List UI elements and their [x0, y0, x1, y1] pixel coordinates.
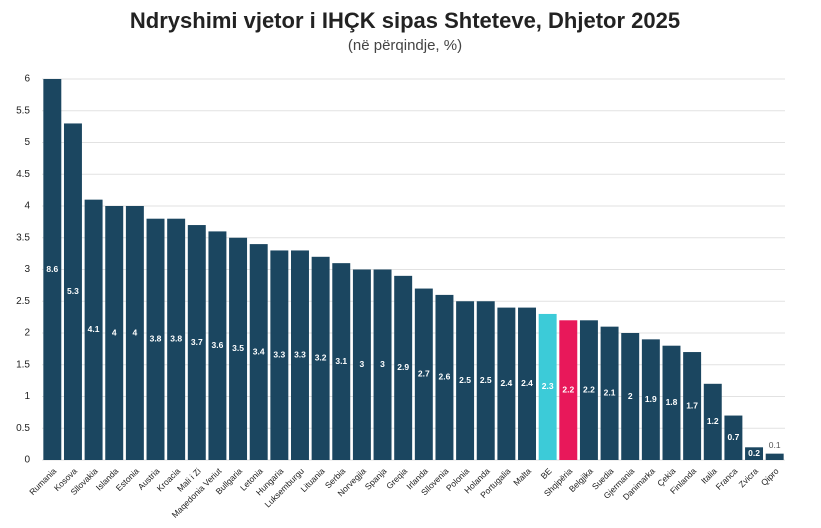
value-label: 2.9: [397, 362, 409, 372]
x-tick-label: BE: [539, 466, 554, 481]
value-label: 5.3: [67, 286, 79, 296]
bar: [208, 231, 227, 460]
bar: [229, 237, 248, 460]
x-tick-label: Franca: [714, 466, 740, 492]
value-label: 2.6: [439, 372, 451, 382]
bar: [394, 275, 413, 460]
bar: [662, 345, 681, 460]
value-label: 2.4: [521, 378, 533, 388]
bar: [559, 320, 578, 460]
bar: [683, 352, 702, 460]
y-tick-label: 2.5: [16, 296, 30, 307]
value-label: 3.3: [294, 349, 306, 359]
value-label: 1.2: [707, 416, 719, 426]
bar: [641, 339, 660, 460]
value-label: 3.5: [232, 343, 244, 353]
bar: [311, 256, 330, 460]
bar: [352, 269, 371, 460]
value-label: 1.8: [666, 397, 678, 407]
chart-subtitle: (në përqindje, %): [348, 37, 462, 54]
x-tick-label: Malta: [511, 466, 533, 488]
value-label: 8.6: [46, 264, 58, 274]
bar: [167, 218, 186, 460]
y-tick-label: 5.5: [16, 105, 30, 116]
value-label: 2.7: [418, 369, 430, 379]
value-label: 2.1: [604, 388, 616, 398]
y-tick-label: 3.5: [16, 232, 30, 243]
bar: [249, 244, 268, 460]
value-label: 0.2: [748, 448, 760, 458]
bar: [579, 320, 598, 460]
value-label: 4: [112, 327, 117, 337]
bar: [621, 333, 640, 460]
value-label: 3.6: [212, 340, 224, 350]
bar: [270, 250, 289, 460]
value-label: 3.7: [191, 337, 203, 347]
bar: [414, 288, 433, 460]
bar: [435, 294, 454, 460]
bar: [84, 199, 103, 460]
value-label: 3.3: [273, 349, 285, 359]
value-label: 2.2: [583, 384, 595, 394]
y-tick-label: 0.5: [16, 423, 30, 434]
x-tick-label: Qipro: [759, 466, 781, 488]
x-tick-label: Greqia: [384, 466, 409, 491]
x-tick-label: Spanja: [363, 466, 389, 492]
value-label: 3.8: [150, 334, 162, 344]
value-label: 3.8: [170, 334, 182, 344]
bar: [105, 206, 124, 460]
x-tick-label: Estonia: [114, 466, 141, 493]
value-label: 3.1: [335, 356, 347, 366]
bar: [125, 206, 144, 460]
value-label: 2.5: [459, 375, 471, 385]
bar: [332, 263, 351, 460]
bar: [703, 383, 722, 460]
y-tick-label: 1: [24, 391, 30, 402]
value-label: 3: [360, 359, 365, 369]
bar: [724, 415, 743, 460]
value-label: 3.4: [253, 346, 265, 356]
chart-title: Ndryshimi vjetor i IHÇK sipas Shteteve, …: [130, 8, 680, 33]
bar: [43, 79, 62, 460]
value-label: 4.1: [88, 324, 100, 334]
bar: [765, 453, 784, 460]
bar: [456, 301, 475, 460]
value-label: 1.9: [645, 394, 657, 404]
bar: [518, 307, 536, 460]
bar: [187, 225, 206, 460]
y-tick-label: 6: [24, 74, 30, 85]
x-tick-label: Rumania: [27, 466, 58, 497]
y-tick-label: 4: [24, 201, 30, 212]
x-tick-label: Zvicra: [737, 466, 761, 490]
y-tick-label: 2: [24, 328, 30, 339]
value-label: 0.1: [769, 440, 781, 450]
value-label: 2.4: [500, 378, 512, 388]
value-label: 0.7: [727, 432, 739, 442]
value-label: 2: [628, 391, 633, 401]
value-label: 1.7: [686, 400, 698, 410]
bar: [373, 269, 392, 460]
value-label: 2.5: [480, 375, 492, 385]
bar: [600, 326, 619, 460]
value-label: 2.2: [562, 384, 574, 394]
y-tick-label: 4.5: [16, 169, 30, 180]
value-label: 3: [380, 359, 385, 369]
bar: [146, 218, 165, 460]
bar: [291, 250, 309, 460]
bar: [745, 447, 764, 460]
value-label: 3.2: [315, 353, 327, 363]
bar: [476, 301, 495, 460]
bar: [63, 123, 82, 460]
y-tick-label: 5: [24, 137, 30, 148]
y-tick-label: 3: [24, 264, 30, 275]
bar: [538, 313, 557, 460]
y-tick-label: 0: [24, 455, 30, 466]
y-tick-label: 1.5: [16, 359, 30, 370]
value-label: 2.3: [542, 381, 554, 391]
value-label: 4: [133, 327, 138, 337]
bar: [497, 307, 516, 460]
